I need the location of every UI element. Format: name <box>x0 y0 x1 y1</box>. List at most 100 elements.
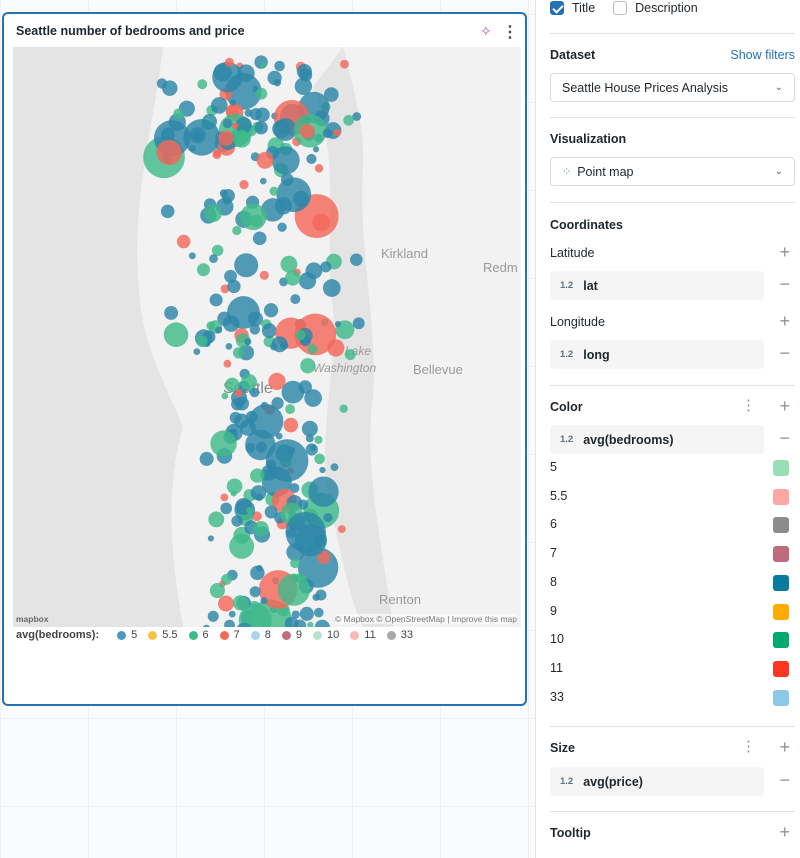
latitude-field-name: lat <box>583 278 598 293</box>
map-point <box>293 619 307 627</box>
dataset-select[interactable]: Seattle House Prices Analysis ⌄ <box>550 73 795 102</box>
map-point <box>306 153 317 164</box>
point-map[interactable]: Kirkland Redm Lake Washington Bellevue S… <box>13 47 521 627</box>
color-swatch[interactable] <box>773 460 789 476</box>
longitude-field[interactable]: 1.2 long <box>550 340 764 369</box>
map-point <box>197 79 208 90</box>
color-mapping-row[interactable]: 11 <box>550 661 795 675</box>
widget-title: Seattle number of bedrooms and price <box>16 24 245 38</box>
color-mapping-row[interactable]: 8 <box>550 575 795 589</box>
color-mapping-row[interactable]: 5.5 <box>550 489 795 503</box>
color-swatch[interactable] <box>773 632 789 649</box>
remove-latitude-icon[interactable]: − <box>779 274 790 294</box>
map-point <box>330 463 339 472</box>
color-swatch[interactable] <box>773 603 789 620</box>
map-point <box>220 493 229 502</box>
show-filters-link[interactable]: Show filters <box>730 48 795 62</box>
visualization-value: Point map <box>577 164 634 179</box>
remove-color-icon[interactable]: − <box>779 428 790 448</box>
map-label-kirkland: Kirkland <box>381 246 428 261</box>
widget-menu-icon[interactable]: ⋮ <box>502 24 518 41</box>
add-latitude-icon[interactable]: + <box>779 242 790 262</box>
legend-item[interactable]: 8 <box>250 629 271 641</box>
map-point <box>224 57 235 67</box>
add-longitude-icon[interactable]: + <box>779 311 790 331</box>
color-swatch[interactable] <box>773 546 789 563</box>
size-options-icon[interactable]: ⋮ <box>741 738 756 755</box>
map-point <box>283 417 299 433</box>
legend-item[interactable]: 10 <box>313 629 339 641</box>
ai-assistant-icon[interactable]: ✧ <box>480 23 492 39</box>
map-point <box>307 621 314 627</box>
map-point <box>256 151 274 169</box>
legend-item[interactable]: 9 <box>281 629 303 641</box>
map-point <box>281 380 305 404</box>
map-point <box>210 430 237 457</box>
legend-dot <box>350 630 360 640</box>
map-point <box>209 582 225 599</box>
color-swatch[interactable] <box>773 660 789 677</box>
color-mapping-row[interactable]: 10 <box>550 632 795 646</box>
size-field-name: avg(price) <box>583 774 643 789</box>
legend-item[interactable]: 7 <box>219 629 240 641</box>
legend-dot <box>148 630 158 640</box>
legend-item[interactable]: 33 <box>386 629 413 641</box>
map-point <box>220 284 230 294</box>
map-point <box>231 515 243 527</box>
map-point <box>248 404 284 439</box>
color-swatch[interactable] <box>773 488 789 505</box>
visualization-select[interactable]: ⁘ Point map ⌄ <box>550 157 795 186</box>
size-field[interactable]: 1.2 avg(price) <box>550 767 764 796</box>
map-point <box>350 253 363 266</box>
color-options-icon[interactable]: ⋮ <box>741 397 756 414</box>
map-point <box>253 520 269 537</box>
map-point <box>240 374 258 391</box>
add-size-icon[interactable]: + <box>779 737 790 757</box>
map-point <box>193 131 203 141</box>
color-mapping-row[interactable]: 7 <box>550 546 795 560</box>
latitude-field[interactable]: 1.2 lat <box>550 271 764 300</box>
add-color-icon[interactable]: + <box>779 396 790 416</box>
point-map-icon: ⁘ <box>562 166 572 178</box>
color-mapping-row[interactable]: 33 <box>550 690 795 704</box>
map-point <box>212 150 222 160</box>
legend-item[interactable]: 6 <box>188 629 209 641</box>
map-point <box>189 145 196 152</box>
map-widget[interactable]: Seattle number of bedrooms and price ✧ ⋮… <box>2 12 527 706</box>
latitude-label: Latitude <box>550 246 595 260</box>
add-tooltip-icon[interactable]: + <box>779 822 790 842</box>
color-mapping-row[interactable]: 6 <box>550 517 795 531</box>
title-checkbox[interactable] <box>550 1 564 15</box>
color-mapping-row[interactable]: 5 <box>550 460 795 474</box>
map-point <box>239 180 249 190</box>
map-point <box>269 186 279 196</box>
remove-size-icon[interactable]: − <box>779 770 790 790</box>
color-value-label: 6 <box>550 517 557 532</box>
legend-item[interactable]: 11 <box>350 629 376 641</box>
color-swatch[interactable] <box>773 689 789 706</box>
map-point <box>313 607 324 618</box>
color-mapping-row[interactable]: 9 <box>550 604 795 618</box>
map-point <box>218 130 234 146</box>
color-field[interactable]: 1.2 avg(bedrooms) <box>550 425 764 454</box>
map-point <box>291 610 300 619</box>
description-checkbox[interactable] <box>613 1 628 15</box>
map-point <box>312 146 320 153</box>
chevron-down-icon: ⌄ <box>774 166 783 177</box>
map-attribution[interactable]: © Mapbox © OpenStreetMap | Improve this … <box>335 614 517 624</box>
legend-item[interactable]: 5.5 <box>148 629 178 641</box>
map-point <box>255 107 270 123</box>
color-swatch[interactable] <box>773 517 789 534</box>
legend-item[interactable]: 5 <box>117 629 137 641</box>
number-type-badge: 1.2 <box>560 280 574 291</box>
legend-title: avg(bedrooms): <box>16 629 100 641</box>
map-point <box>261 198 285 222</box>
map-point <box>249 324 261 335</box>
map-point <box>225 343 233 350</box>
color-swatch[interactable] <box>773 574 789 591</box>
map-point <box>314 453 325 465</box>
legend-label: 9 <box>295 629 303 641</box>
remove-longitude-icon[interactable]: − <box>779 343 790 363</box>
chevron-down-icon: ⌄ <box>774 82 783 93</box>
map-point <box>308 476 339 507</box>
